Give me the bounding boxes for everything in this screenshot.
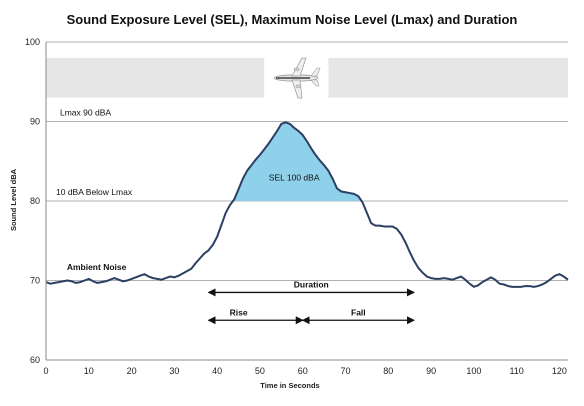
x-tick-label: 10 xyxy=(84,366,94,376)
sel-region xyxy=(230,122,365,201)
x-tick-labels: 0 10 20 30 40 50 60 70 80 90 100 110 120 xyxy=(43,366,566,376)
x-tick-label: 40 xyxy=(212,366,222,376)
top-band-right xyxy=(328,58,568,98)
x-tick-label: 70 xyxy=(341,366,351,376)
x-tick-label: 0 xyxy=(43,366,48,376)
y-tick-label: 70 xyxy=(30,276,40,286)
y-tick-labels: 60 70 80 90 100 xyxy=(25,37,40,365)
annotations: Lmax 90 dBA 10 dBA Below Lmax SEL 100 dBA A… xyxy=(56,108,414,321)
x-tick-label: 60 xyxy=(298,366,308,376)
airplane-icon xyxy=(274,58,320,98)
y-tick-label: 80 xyxy=(30,196,40,206)
x-tick-label: 30 xyxy=(169,366,179,376)
x-tick-label: 100 xyxy=(466,366,481,376)
annotation-duration: Duration xyxy=(294,279,329,289)
sel-label: SEL 100 dBA xyxy=(269,172,320,182)
y-tick-label: 90 xyxy=(30,117,40,127)
reference-line-label: 10 dBA Below Lmax xyxy=(56,187,133,197)
annotation-fall: Fall xyxy=(351,307,366,317)
x-tick-label: 20 xyxy=(127,366,137,376)
top-band-left xyxy=(46,58,264,98)
y-tick-label: 100 xyxy=(25,37,40,47)
x-axis-label: Time in Seconds xyxy=(260,381,319,390)
annotation-ambient-noise: Ambient Noise xyxy=(67,262,127,272)
chart-title: Sound Exposure Level (SEL), Maximum Nois… xyxy=(67,12,518,27)
annotation-rise: Rise xyxy=(230,307,248,317)
sel-area xyxy=(230,122,365,201)
reference-line-label: Lmax 90 dBA xyxy=(60,108,111,118)
x-tick-label: 50 xyxy=(255,366,265,376)
y-tick-label: 60 xyxy=(30,355,40,365)
x-tick-label: 110 xyxy=(509,366,523,376)
x-tick-label: 90 xyxy=(426,366,436,376)
y-axis-label: Sound Level dBA xyxy=(9,168,18,231)
x-tick-label: 120 xyxy=(552,366,567,376)
x-tick-label: 80 xyxy=(383,366,393,376)
